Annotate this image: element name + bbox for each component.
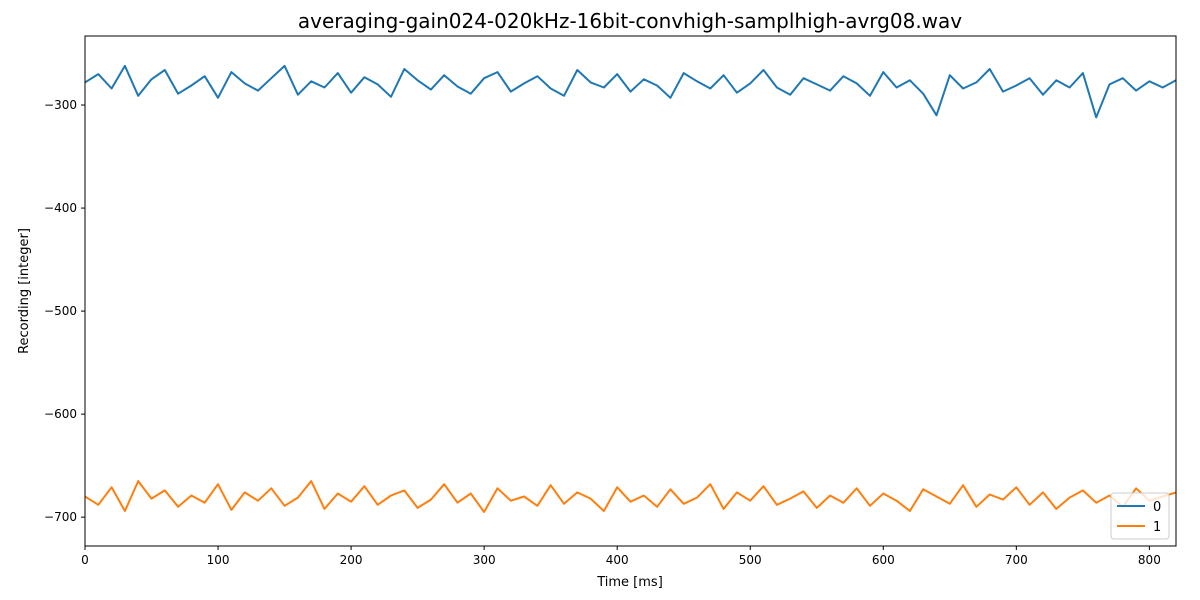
x-tick-label: 200 [340,553,363,567]
legend-label-0: 0 [1153,500,1161,515]
y-tick-label: −300 [44,98,77,112]
legend: 01 [1110,492,1170,540]
axes-frame [84,35,1177,547]
x-tick-label: 500 [739,553,762,567]
plot-area [84,35,1177,547]
y-tick-label: −600 [44,407,77,421]
legend-box [1110,492,1170,540]
y-axis: −700 −600 −500 −400 −300 [44,98,85,524]
y-tick-label: −700 [44,510,77,524]
y-tick-label: −400 [44,201,77,215]
x-tick-label: 600 [872,553,895,567]
series-1-line [85,480,1176,513]
y-tick-label: −500 [44,304,77,318]
series-0-line [85,64,1176,119]
x-tick-label: 400 [606,553,629,567]
x-tick-label: 0 [81,553,89,567]
y-axis-label: Recording [integer] [17,228,32,354]
x-tick-label: 300 [473,553,496,567]
x-axis-label: Time [ms] [596,575,663,590]
x-axis: 0 100 200 300 400 500 600 700 800 [81,546,1161,567]
legend-label-1: 1 [1153,520,1161,535]
x-tick-label: 100 [207,553,230,567]
x-tick-label: 700 [1005,553,1028,567]
x-tick-label: 800 [1138,553,1161,567]
chart-title: averaging-gain024-020kHz-16bit-convhigh-… [298,9,962,33]
